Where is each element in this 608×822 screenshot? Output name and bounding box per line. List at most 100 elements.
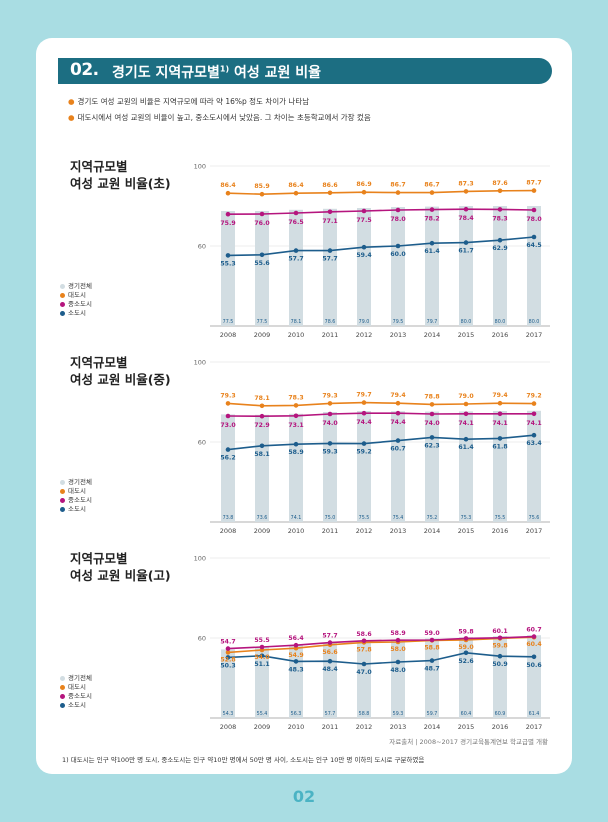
data-label: 74.4: [356, 419, 372, 426]
section-title: 경기도 지역규모별1) 여성 교원 비율: [112, 62, 321, 82]
data-label: 56.2: [220, 455, 235, 462]
bar: [493, 411, 507, 522]
bar-value-label: 75.4: [393, 515, 404, 521]
data-point: [293, 248, 299, 253]
footnote: 1) 대도시는 인구 약100만 명 도시, 중소도시는 인구 약10만 명에서…: [62, 756, 425, 764]
legend-label: 소도시: [68, 309, 86, 317]
legend-item: 경기전체: [60, 282, 92, 291]
chart-svg: 100 60 73.8 73.6 74.1 75.0 75.5 75.4 75.2 75.3 75.…: [194, 359, 550, 535]
data-label: 54.7: [220, 639, 235, 646]
data-point: [361, 441, 367, 446]
bar-value-label: 75.5: [495, 515, 506, 521]
data-point: [497, 207, 503, 212]
legend-item: 대도시: [60, 683, 92, 692]
data-label: 79.0: [458, 393, 474, 400]
data-point: [463, 240, 469, 245]
bar: [221, 211, 235, 326]
legend-label: 중소도시: [68, 300, 92, 308]
data-point: [259, 443, 265, 449]
data-point: [225, 401, 231, 406]
chart-title-line1: 지역규모별: [70, 159, 128, 174]
data-label: 60.1: [492, 628, 507, 635]
bar-value-label: 54.3: [223, 711, 234, 717]
legend-swatch-icon: [60, 488, 65, 494]
bar-value-label: 58.8: [359, 711, 370, 717]
data-label: 78.3: [492, 215, 507, 222]
data-point: [395, 400, 401, 406]
data-point: [259, 403, 265, 409]
bar: [289, 209, 303, 326]
data-label: 79.3: [322, 392, 337, 399]
bar-value-label: 60.4: [461, 711, 472, 717]
data-label: 74.0: [322, 420, 338, 427]
data-point: [463, 636, 469, 641]
section-banner: 02. 경기도 지역규모별1) 여성 교원 비율: [58, 58, 552, 84]
data-label: 61.7: [458, 248, 473, 255]
data-label: 79.2: [526, 393, 541, 400]
chart-title: 지역규모별 여성 교원 비율(중): [70, 354, 210, 388]
bar-value-label: 75.3: [461, 515, 472, 521]
legend-label: 경기전체: [68, 282, 92, 290]
data-label: 74.1: [492, 420, 507, 427]
data-point: [259, 644, 265, 650]
legend-item: 중소도시: [60, 300, 92, 309]
section-title-rest: 여성 교원 비율: [229, 65, 322, 81]
x-tick-label: 2010: [288, 331, 305, 339]
bar-value-label: 59.7: [427, 711, 438, 717]
chart-title-line2: 여성 교원 비율(초): [70, 176, 171, 191]
data-label: 86.7: [424, 182, 439, 189]
data-point: [293, 403, 299, 408]
legend-swatch-icon: [60, 693, 65, 699]
bar-value-label: 75.5: [359, 515, 370, 521]
data-label: 75.9: [220, 220, 235, 227]
data-label: 48.7: [424, 666, 439, 673]
data-label: 79.4: [492, 392, 508, 399]
data-point: [259, 252, 265, 258]
data-point: [327, 658, 333, 664]
data-point: [497, 237, 503, 243]
legend-label: 중소도시: [68, 496, 92, 504]
legend-swatch-icon: [60, 301, 65, 307]
data-label: 74.1: [458, 420, 473, 427]
bar-value-label: 75.2: [427, 515, 438, 521]
y-tick-label: 100: [194, 359, 206, 367]
data-label: 73.0: [220, 422, 236, 429]
data-label: 86.4: [288, 182, 304, 189]
chart-title-line1: 지역규모별: [70, 355, 128, 370]
data-point: [293, 642, 299, 648]
chart-title: 지역규모별 여성 교원 비율(초): [70, 158, 210, 192]
legend-item: 소도시: [60, 505, 92, 514]
bar: [425, 206, 439, 326]
x-tick-label: 2016: [492, 723, 509, 731]
bar: [357, 640, 371, 718]
data-point: [463, 189, 469, 194]
series-line: [227, 412, 534, 418]
legend-item: 대도시: [60, 487, 92, 496]
bar: [323, 412, 337, 522]
data-label: 62.9: [492, 245, 507, 252]
bar-value-label: 79.0: [359, 319, 370, 325]
series-line: [227, 401, 535, 407]
data-label: 55.5: [254, 637, 269, 644]
data-point: [259, 191, 265, 197]
data-point: [497, 653, 503, 659]
x-tick-label: 2015: [458, 331, 475, 339]
data-label: 52.8: [220, 656, 235, 663]
data-point: [497, 635, 503, 641]
data-label: 62.3: [424, 442, 439, 449]
bar-value-label: 75.0: [325, 515, 336, 521]
data-point: [395, 659, 401, 665]
data-point: [395, 637, 401, 643]
x-tick-label: 2011: [322, 527, 339, 535]
data-label: 76.0: [254, 220, 270, 227]
x-tick-label: 2013: [390, 527, 407, 535]
bar-value-label: 80.0: [495, 319, 506, 325]
bar: [391, 207, 405, 326]
bar-value-label: 78.6: [325, 319, 336, 325]
series-line: [227, 635, 535, 650]
data-label: 54.9: [288, 652, 303, 659]
data-point: [259, 211, 265, 217]
legend-swatch-icon: [60, 675, 65, 681]
x-tick-label: 2015: [458, 723, 475, 731]
data-point: [497, 400, 503, 406]
